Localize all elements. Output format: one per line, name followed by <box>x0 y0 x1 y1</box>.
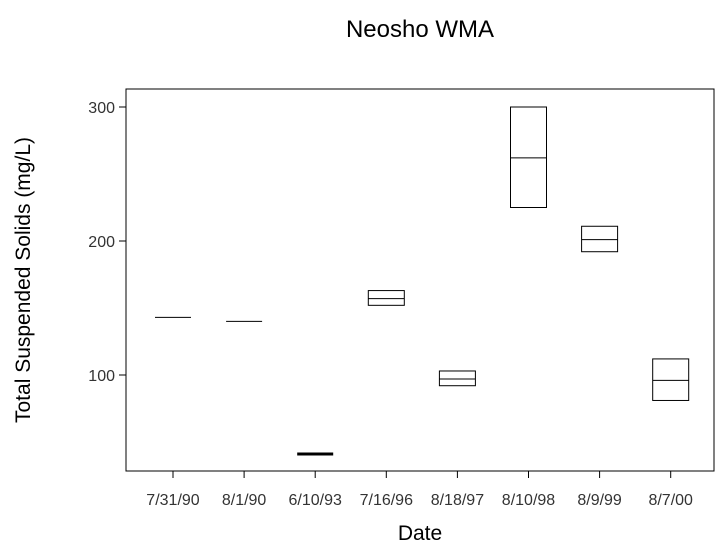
chart-title: Neosho WMA <box>346 16 494 43</box>
box-rect <box>652 358 690 401</box>
x-tick-label: 6/10/93 <box>289 492 342 509</box>
y-tick-label: 200 <box>88 234 115 251</box>
x-axis: 7/31/90 8/1/90 6/10/93 7/16/96 8/18/97 8/10/9… <box>146 471 693 509</box>
x-tick-label: 7/16/96 <box>360 492 413 509</box>
x-tick-label: 8/9/99 <box>577 492 622 509</box>
x-tick-label: 8/18/97 <box>431 492 484 509</box>
box-rect <box>438 370 476 387</box>
x-tick-label: 8/10/98 <box>502 492 555 509</box>
box-8 <box>652 358 690 401</box>
y-axis-label: Total Suspended Solids (mg/L) <box>12 137 35 423</box>
plot-frame <box>125 88 715 472</box>
box-4 <box>367 290 405 306</box>
box-rect <box>581 225 619 253</box>
box-rect <box>510 106 547 208</box>
boxes-group <box>155 106 690 456</box>
box-7 <box>581 225 619 253</box>
box-6 <box>510 106 547 208</box>
x-tick-label: 8/1/90 <box>222 492 267 509</box>
box-5 <box>438 370 476 387</box>
y-tick-label: 100 <box>88 368 115 385</box>
x-tick-label: 7/31/90 <box>146 492 199 509</box>
box-rect <box>367 290 405 306</box>
x-axis-label: Date <box>398 522 442 545</box>
y-tick-label: 300 <box>88 100 115 117</box>
y-axis: 100 200 300 <box>88 100 126 385</box>
x-tick-label: 8/7/00 <box>648 492 693 509</box>
